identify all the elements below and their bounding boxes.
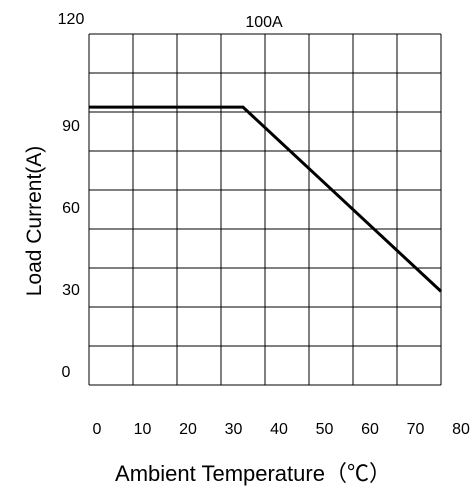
- x-tick-label: 30: [225, 421, 243, 438]
- derating-curve: [89, 105, 443, 293]
- x-tick-label: 70: [407, 421, 425, 438]
- y-tick-labels: 0 30 60 90 120: [58, 11, 85, 381]
- plot-area: [89, 105, 443, 293]
- x-tick-label: 0: [93, 421, 102, 438]
- x-tick-label: 40: [270, 421, 288, 438]
- x-tick-label: 60: [361, 421, 379, 438]
- y-tick-label: 90: [62, 118, 80, 135]
- x-tick-label: 20: [179, 421, 197, 438]
- y-tick-label: 30: [62, 282, 80, 299]
- y-tick-label: 0: [62, 364, 71, 381]
- y-tick-label: 60: [62, 200, 80, 217]
- x-axis-label: Ambient Temperature（℃）: [115, 461, 391, 486]
- x-tick-label: 80: [452, 421, 470, 438]
- x-tick-labels: 0 10 20 30 40 50 60 70 80: [93, 421, 470, 438]
- x-tick-label: 10: [134, 421, 152, 438]
- y-axis-label: Load Current(A): [23, 146, 46, 297]
- y-tick-label: 120: [58, 11, 85, 28]
- chart-title: 100A: [245, 14, 283, 31]
- x-tick-label: 50: [316, 421, 334, 438]
- plot-grid: [88, 33, 442, 386]
